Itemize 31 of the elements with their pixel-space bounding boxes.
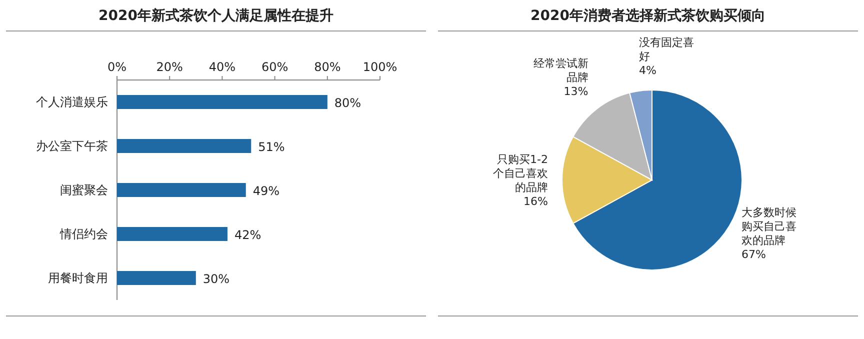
chart-title: 2020年新式茶饮个人满足属性在提升 (98, 7, 334, 24)
y-tick-label: 闺蜜聚会 (60, 183, 108, 197)
y-tick-label: 情侣约会 (59, 227, 108, 241)
bar (117, 183, 246, 197)
bar (117, 95, 328, 109)
x-tick-label: 60% (261, 60, 288, 74)
bar (117, 271, 196, 285)
slice-label: 经常尝试新品牌 (533, 56, 588, 84)
bar (117, 139, 252, 153)
data-label: 51% (258, 140, 285, 154)
data-label: 4% (638, 64, 656, 77)
data-label: 80% (334, 96, 362, 110)
chart-title: 2020年消费者选择新式茶饮购买倾向 (530, 7, 766, 24)
x-tick-label: 20% (156, 60, 183, 74)
data-label: 13% (564, 84, 588, 98)
slice-label: 只购买1-2个自己喜欢的品牌 (493, 153, 548, 194)
data-label: 67% (742, 248, 766, 261)
y-tick-label: 个人消遣娱乐 (36, 95, 108, 109)
x-tick-label: 0% (107, 60, 127, 74)
data-label: 30% (202, 272, 230, 286)
bar (117, 227, 228, 241)
x-tick-label: 80% (314, 60, 341, 74)
slice-label: 没有固定喜好 (638, 36, 694, 63)
data-label: 42% (234, 228, 262, 242)
x-tick-label: 100% (362, 60, 398, 74)
y-tick-label: 用餐时食用 (48, 271, 108, 285)
data-label: 49% (252, 184, 280, 198)
slice-label: 大多数时候购买自己喜欢的品牌 (742, 206, 797, 247)
x-tick-label: 40% (208, 60, 236, 74)
y-tick-label: 办公室下午茶 (36, 139, 108, 153)
data-label: 16% (524, 195, 548, 208)
